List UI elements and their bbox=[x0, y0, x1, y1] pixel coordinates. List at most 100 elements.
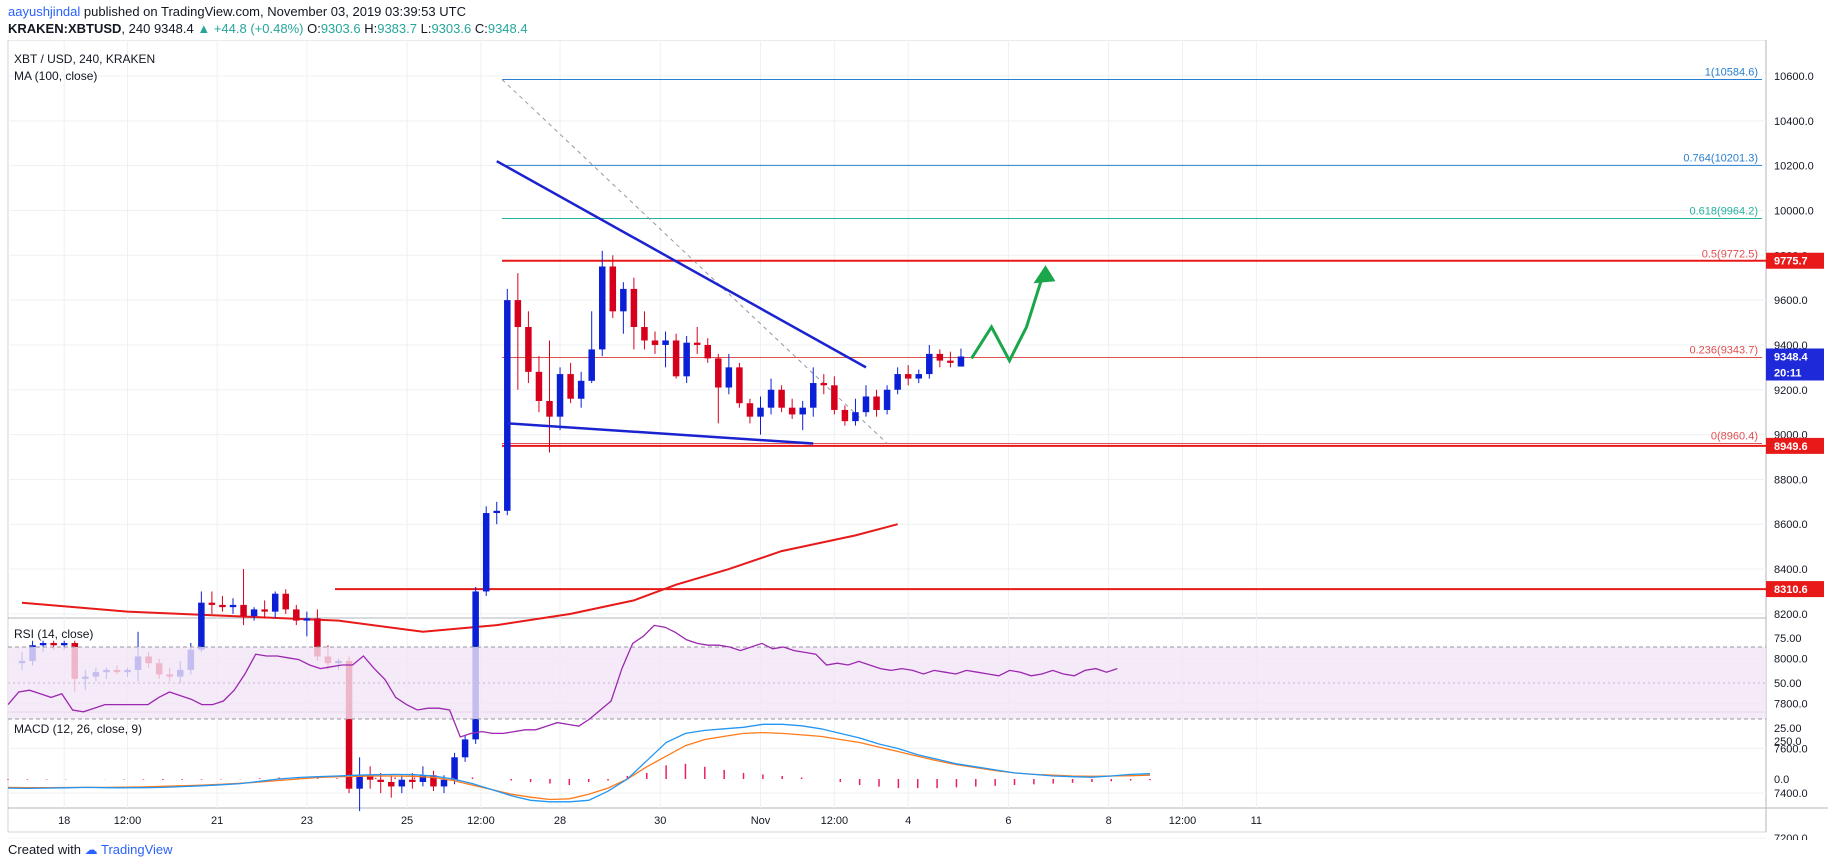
candle-body bbox=[398, 779, 406, 787]
close-label: C: bbox=[474, 21, 488, 36]
chart-canvas[interactable]: XBT / USD, 240, KRAKEN MA (100, close) 1… bbox=[0, 40, 1828, 840]
candle-body bbox=[356, 775, 363, 789]
price-tick-label: 8200.0 bbox=[1774, 609, 1808, 621]
candle-body bbox=[577, 380, 585, 399]
pane-title: XBT / USD, 240, KRAKEN bbox=[14, 52, 155, 66]
candle-body bbox=[514, 300, 522, 328]
candle-body bbox=[271, 593, 279, 612]
candle-body bbox=[535, 371, 543, 401]
price-tick-label: 8400.0 bbox=[1774, 564, 1808, 576]
rsi-series-line bbox=[7, 624, 1118, 738]
time-tick-label: 18 bbox=[58, 815, 70, 827]
candle-body bbox=[820, 383, 828, 386]
candle-body bbox=[947, 360, 954, 363]
fib-level-label: 0.5(9772.5) bbox=[1702, 248, 1758, 260]
candle-body bbox=[556, 374, 564, 417]
footer: Created with ☁ TradingView bbox=[8, 842, 173, 858]
macd-signal-line bbox=[7, 731, 1151, 801]
candle-body bbox=[546, 400, 553, 417]
last-price: 9348.4 bbox=[153, 21, 194, 36]
time-axis[interactable]: 18 12:00 21 23 25 12:00 28 30 Nov 12:00 4 6 8 12:00 11 bbox=[58, 815, 1262, 827]
candle-body bbox=[693, 342, 701, 345]
time-tick-label: 28 bbox=[554, 815, 566, 827]
fib-level-label: 0(8960.4) bbox=[1711, 430, 1758, 442]
candle-body bbox=[810, 383, 817, 408]
fib-level-label: 1(10584.6) bbox=[1705, 66, 1758, 78]
symbol-line: KRAKEN:XBTUSD, 240 9348.4 ▲ +44.8 (+0.48… bbox=[8, 21, 528, 36]
price-tick-label: 8800.0 bbox=[1774, 474, 1808, 486]
candle-body bbox=[440, 779, 448, 787]
time-tick-label: 25 bbox=[401, 815, 413, 827]
candle-body bbox=[366, 775, 374, 780]
candle-body bbox=[767, 389, 775, 408]
candle-body bbox=[746, 403, 754, 417]
macd-pane[interactable]: MACD (12, 26, close, 9) bbox=[7, 722, 1151, 803]
candle-body bbox=[873, 396, 880, 410]
candle-body bbox=[926, 353, 933, 375]
publish-line: aayushjindal published on TradingView.co… bbox=[8, 4, 466, 19]
candle-body bbox=[904, 374, 912, 379]
high-label: H: bbox=[364, 21, 378, 36]
candle-body bbox=[482, 513, 490, 592]
last-price-tag: 9348.4 bbox=[1774, 352, 1809, 364]
time-tick-label: 8 bbox=[1106, 815, 1112, 827]
fib-level-label: 0.764(10201.3) bbox=[1683, 152, 1758, 164]
candle-body bbox=[725, 367, 733, 388]
price-tick-label: 10200.0 bbox=[1774, 161, 1814, 173]
price-tick-label: 7400.0 bbox=[1774, 788, 1808, 800]
author-link[interactable]: aayushjindal bbox=[8, 4, 81, 19]
rsi-title: RSI (14, close) bbox=[14, 627, 93, 641]
resistance-price-tag-bg bbox=[1766, 252, 1824, 269]
time-tick-label: 12:00 bbox=[1169, 815, 1197, 827]
publish-header: aayushjindal published on TradingView.co… bbox=[0, 0, 1828, 40]
countdown-tag-bg bbox=[1766, 364, 1824, 381]
time-tick-label: 6 bbox=[1005, 815, 1011, 827]
ma-level-price-tag-bg bbox=[1766, 581, 1824, 598]
candle-body bbox=[620, 288, 627, 312]
price-tick-label: 7800.0 bbox=[1774, 699, 1808, 711]
resistance-price-tag: 9775.7 bbox=[1774, 256, 1808, 268]
time-tick-label: 21 bbox=[211, 815, 223, 827]
candle-body bbox=[461, 739, 469, 758]
candle-body bbox=[208, 602, 216, 605]
candle-body bbox=[219, 604, 226, 608]
support-price-tag: 8949.6 bbox=[1774, 441, 1808, 453]
candle-body bbox=[599, 266, 606, 350]
published-text: published on TradingView.com, November 0… bbox=[83, 4, 466, 19]
candle-body bbox=[915, 374, 922, 379]
candle-body bbox=[388, 781, 395, 787]
candle-body bbox=[883, 389, 891, 410]
price-change: +44.8 (+0.48%) bbox=[213, 21, 304, 36]
support-price-tag-bg bbox=[1766, 437, 1824, 454]
candle-body bbox=[39, 643, 47, 646]
ma-level-price-tag: 8310.6 bbox=[1774, 584, 1808, 596]
price-tick-label: 10000.0 bbox=[1774, 205, 1814, 217]
candle-body bbox=[240, 604, 247, 617]
time-tick-label: 4 bbox=[905, 815, 911, 827]
ma100-line bbox=[21, 523, 898, 633]
macd-tick-label: 0.0 bbox=[1774, 774, 1789, 786]
candle-body bbox=[451, 757, 458, 780]
candle-body bbox=[894, 374, 901, 390]
time-tick-label: 23 bbox=[301, 815, 313, 827]
candle-body bbox=[788, 407, 796, 415]
rsi-band-fill bbox=[8, 647, 1766, 719]
open-value: 9303.6 bbox=[320, 21, 361, 36]
rsi-tick-label: 50.00 bbox=[1774, 678, 1802, 690]
candle-body bbox=[419, 775, 427, 782]
candle-body bbox=[799, 407, 806, 415]
candle-body bbox=[50, 643, 57, 646]
time-tick-label: 30 bbox=[654, 815, 666, 827]
rsi-pane[interactable]: RSI (14, close) bbox=[7, 624, 1766, 738]
price-axis[interactable]: 10600.010400.010200.010000.09800.09600.0… bbox=[1766, 71, 1824, 840]
projection-arrow-path bbox=[970, 272, 1045, 364]
trendline-lower bbox=[507, 422, 814, 445]
candle-body bbox=[957, 356, 965, 367]
price-pane[interactable]: XBT / USD, 240, KRAKEN MA (100, close) 1… bbox=[14, 52, 1766, 812]
candle-body bbox=[641, 327, 648, 341]
candle-body bbox=[609, 266, 617, 312]
candle-body bbox=[377, 779, 384, 782]
candle-body bbox=[683, 342, 690, 377]
created-with-text: Created with bbox=[8, 842, 81, 857]
tradingview-link[interactable]: TradingView bbox=[101, 842, 173, 857]
